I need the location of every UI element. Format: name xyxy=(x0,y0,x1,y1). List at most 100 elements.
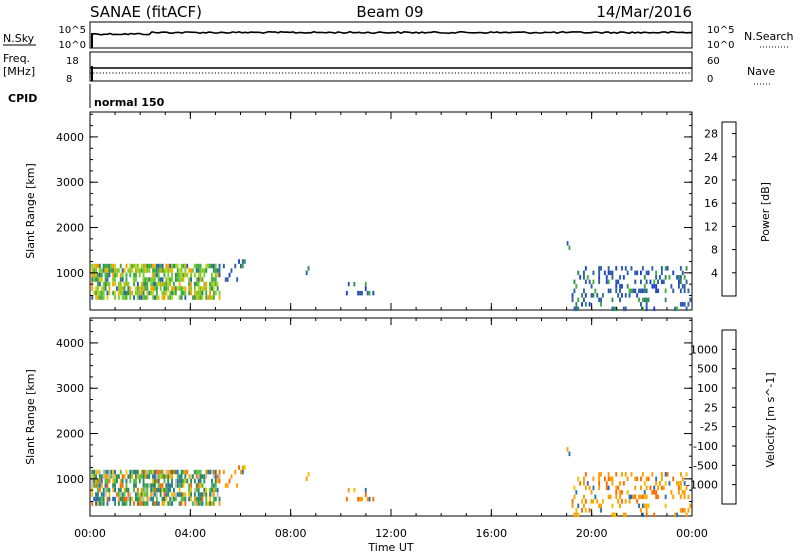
echo-cell xyxy=(640,485,642,491)
echo-cell xyxy=(685,279,688,285)
echo-cell xyxy=(102,295,105,300)
echo-cell xyxy=(98,483,101,488)
velocity-panel: 1000 2000 3000 4000 Slant Range [km] 1000 50… xyxy=(24,317,777,518)
echo-cell xyxy=(148,474,151,479)
echo-cell xyxy=(178,478,181,484)
echo-cell xyxy=(636,270,639,276)
echo-cell xyxy=(611,275,614,280)
echo-cell xyxy=(142,263,145,269)
echo-cell xyxy=(93,496,96,502)
echo-cell xyxy=(180,268,183,273)
echo-cell xyxy=(234,469,237,475)
echo-cell xyxy=(305,270,308,276)
echo-cell xyxy=(361,496,363,502)
echo-cell xyxy=(176,268,179,273)
echo-cell xyxy=(583,481,585,486)
echo-cell xyxy=(193,469,196,475)
echo-cell xyxy=(123,501,126,506)
echo-cell xyxy=(201,286,204,291)
echo-cell xyxy=(140,474,143,479)
echo-cell xyxy=(142,281,145,287)
echo-cell xyxy=(205,501,208,506)
echo-cell xyxy=(683,275,686,280)
echo-cell xyxy=(592,279,595,285)
echo-cell xyxy=(144,268,147,273)
echo-cell xyxy=(95,469,97,475)
echo-cell xyxy=(135,277,137,282)
echo-cell xyxy=(146,501,149,506)
echo-cell xyxy=(600,302,602,307)
echo-cell xyxy=(622,512,625,518)
echo-cell xyxy=(98,281,101,287)
echo-cell xyxy=(190,286,192,291)
echo-cell xyxy=(114,487,116,493)
echo-cell xyxy=(135,496,137,502)
echo-cell xyxy=(102,474,105,479)
echo-cell xyxy=(660,472,663,477)
echo-cell xyxy=(138,496,141,502)
echo-cell xyxy=(106,290,109,296)
echo-cell xyxy=(108,492,111,497)
echo-cell xyxy=(173,286,175,291)
echo-cell xyxy=(136,263,139,269)
power-panel: 1000 2000 3000 4000 Slant Range [km] 28 24 20… xyxy=(24,111,772,312)
echo-cell xyxy=(91,478,94,484)
echo-cell xyxy=(131,474,134,479)
date-title: 14/Mar/2016 xyxy=(596,3,692,21)
echo-cell xyxy=(199,295,202,300)
echo-cell xyxy=(98,478,101,484)
echo-cell xyxy=(638,297,640,303)
echo-cell xyxy=(112,478,115,484)
echo-cell xyxy=(131,290,134,296)
echo-cell xyxy=(207,263,210,269)
echo-cell xyxy=(182,277,185,282)
echo-cell xyxy=(176,469,179,475)
echo-cell xyxy=(621,490,623,495)
echo-cell xyxy=(97,286,99,291)
echo-cell xyxy=(683,302,686,307)
echo-cell xyxy=(668,275,671,280)
echo-cell xyxy=(180,290,183,296)
echo-cell xyxy=(182,492,185,497)
echo-cell xyxy=(176,483,179,488)
power-colorbar-label: Power [dB] xyxy=(759,182,772,242)
echo-cell xyxy=(201,295,204,300)
echo-cell xyxy=(171,469,173,475)
echo-cell xyxy=(628,499,631,504)
echo-cell xyxy=(674,512,677,518)
echo-cell xyxy=(241,465,244,470)
echo-cell xyxy=(142,474,145,479)
echo-cell xyxy=(372,496,375,502)
echo-cell xyxy=(226,277,229,282)
echo-cell xyxy=(119,286,122,291)
echo-cell xyxy=(95,272,97,278)
echo-cell xyxy=(590,490,593,495)
echo-cell xyxy=(112,268,115,273)
echo-cell xyxy=(150,496,153,502)
echo-cell xyxy=(154,501,156,506)
echo-cell xyxy=(590,293,593,298)
echo-cell xyxy=(152,281,154,287)
echo-cell xyxy=(154,295,156,300)
echo-cell xyxy=(588,302,591,307)
echo-cell xyxy=(199,277,202,282)
echo-cell xyxy=(615,494,618,500)
echo-cell xyxy=(212,492,215,497)
echo-cell xyxy=(207,469,210,475)
echo-cell xyxy=(108,281,111,287)
echo-cell xyxy=(157,272,160,278)
echo-cell xyxy=(664,288,667,294)
echo-cell xyxy=(140,268,143,273)
echo-cell xyxy=(152,469,154,475)
echo-cell xyxy=(607,270,610,276)
echo-cell xyxy=(205,290,208,296)
echo-cell xyxy=(100,268,103,273)
echo-cell xyxy=(216,487,219,493)
echo-cell xyxy=(630,288,633,294)
echo-cell xyxy=(123,496,126,502)
echo-cell xyxy=(657,288,659,294)
echo-cell xyxy=(199,469,202,475)
echo-cell xyxy=(171,478,173,484)
echo-cell xyxy=(106,272,109,278)
echo-cell xyxy=(655,270,658,276)
